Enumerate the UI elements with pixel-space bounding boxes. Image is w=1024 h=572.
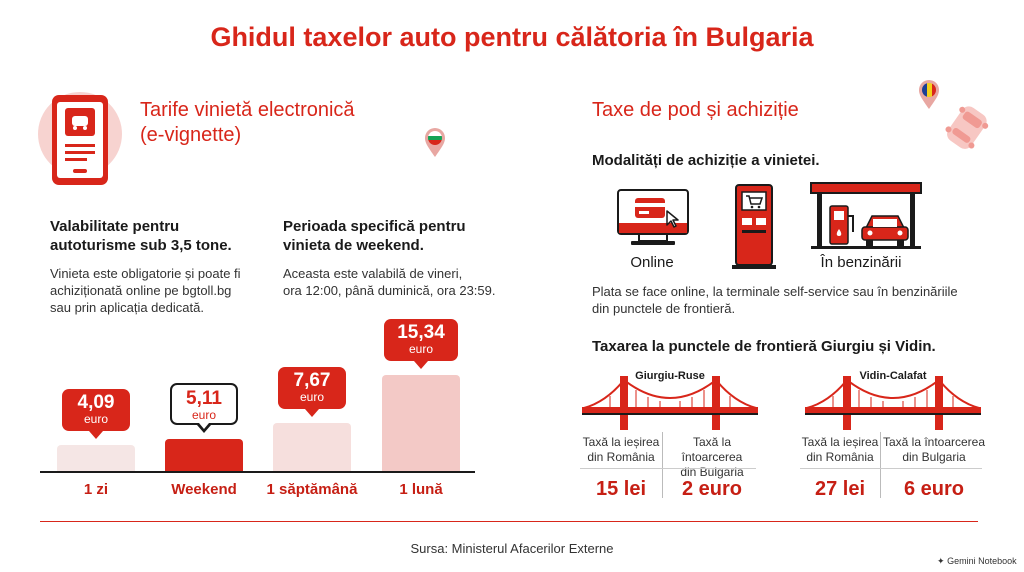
bridge-vidin-calafat: Vidin-Calafat Taxă la ieșirea din Români… bbox=[800, 366, 986, 506]
bar-label-pointer-3 bbox=[414, 361, 428, 369]
category-label-0: 1 zi bbox=[83, 481, 109, 498]
validity-title-line1: Valabilitate pentru bbox=[50, 218, 180, 235]
bridge-heading: Taxe de pod și achiziție bbox=[592, 99, 799, 121]
return-label-line2: din Bulgaria bbox=[902, 450, 966, 464]
bar-3 bbox=[382, 375, 460, 471]
sparkle-icon: ✦ bbox=[937, 556, 945, 566]
bar-label-pointer-1 bbox=[197, 425, 211, 433]
bridge-giurgiu-ruse: Giurgiu-Ruse Taxă la ieșirea din România… bbox=[580, 366, 760, 506]
source-note: Sursa: Ministerul Afacerilor Externe bbox=[410, 541, 614, 556]
validity-text-line3: sau prin aplicația dedicată. bbox=[50, 300, 204, 315]
bar-1 bbox=[165, 439, 243, 471]
exit-price: 27 lei bbox=[814, 478, 866, 500]
footer-divider bbox=[40, 521, 978, 522]
method-station-label: În benzinării bbox=[820, 254, 902, 271]
exit-label-line1: Taxă la ieșirea bbox=[801, 435, 879, 449]
vignette-heading-line1: Tarife vinietă electronică bbox=[140, 99, 355, 121]
return-price: 2 euro bbox=[681, 478, 743, 500]
exit-label-line2: din România bbox=[806, 450, 874, 464]
weekend-text-line1: Aceasta este valabilă de vineri, bbox=[283, 266, 463, 281]
bar-value-2: 7,67 bbox=[293, 370, 331, 391]
chart-baseline bbox=[40, 471, 475, 473]
bulgaria-pin-icon bbox=[424, 128, 446, 158]
watermark: ✦ Gemini Notebook bbox=[937, 556, 1021, 567]
bar-unit-0: euro bbox=[83, 412, 109, 426]
phone-car-icon bbox=[38, 92, 136, 188]
watermark-text: Gemini Notebook bbox=[947, 556, 1017, 566]
return-label-line1: Taxă la întoarcerea bbox=[882, 435, 986, 449]
bar-unit-3: euro bbox=[408, 342, 434, 356]
bridge-name: Vidin-Calafat bbox=[859, 370, 927, 382]
purchase-text-line2: din punctele de frontieră. bbox=[592, 301, 736, 316]
purchase-text-line1: Plata se face online, la terminale self-… bbox=[592, 284, 958, 299]
vignette-heading-line2: (e-vignette) bbox=[140, 124, 242, 146]
weekend-title-line1: Perioada specifică pentru bbox=[283, 218, 466, 235]
self-service-terminal-icon bbox=[731, 184, 777, 270]
validity-text-line1: Vinieta este obligatorie și poate fi bbox=[50, 266, 241, 281]
bridge-name: Giurgiu-Ruse bbox=[635, 370, 705, 382]
border-title: Taxarea la punctele de frontieră Giurgiu… bbox=[592, 338, 936, 355]
bar-value-label-3: 15,34 euro bbox=[384, 319, 458, 361]
bar-0 bbox=[57, 445, 135, 471]
car-icon bbox=[944, 98, 992, 154]
gas-station-icon bbox=[810, 182, 922, 250]
method-online-label: Online bbox=[630, 254, 674, 271]
bar-value-3: 15,34 bbox=[397, 322, 445, 343]
price-separator bbox=[580, 468, 756, 469]
exit-label-line2: din România bbox=[587, 450, 655, 464]
weekend-title-line2: vinieta de weekend. bbox=[283, 237, 424, 254]
bar-value-label-1: 5,11 euro bbox=[170, 383, 238, 425]
monitor-card-icon bbox=[617, 189, 689, 247]
page-title: Ghidul taxelor auto pentru călătoria în … bbox=[210, 22, 814, 52]
validity-text-line2: achiziționată online pe bgtoll.bg bbox=[50, 283, 232, 298]
exit-label-line1: Taxă la ieșirea bbox=[582, 435, 660, 449]
bar-label-pointer-2 bbox=[305, 409, 319, 417]
bar-label-pointer-0 bbox=[89, 431, 103, 439]
bar-value-0: 4,09 bbox=[77, 392, 115, 413]
validity-title-line2: autoturisme sub 3,5 tone. bbox=[50, 237, 232, 254]
exit-price: 15 lei bbox=[595, 478, 647, 500]
romania-pin-icon bbox=[918, 80, 940, 110]
purchase-title: Modalități de achiziție a vinietei. bbox=[592, 152, 820, 169]
category-label-3: 1 lună bbox=[399, 481, 443, 498]
price-divider bbox=[662, 432, 663, 498]
bar-unit-1: euro bbox=[191, 408, 217, 422]
return-price: 6 euro bbox=[903, 478, 965, 500]
return-label-line1: Taxă la întoarcerea bbox=[681, 435, 743, 464]
weekend-text-line2: ora 12:00, până duminică, ora 23:59. bbox=[283, 283, 496, 298]
price-divider bbox=[880, 432, 881, 498]
bar-2 bbox=[273, 423, 351, 471]
bar-label-pointer-inner-1 bbox=[199, 423, 209, 429]
bar-value-label-2: 7,67 euro bbox=[278, 367, 346, 409]
price-separator bbox=[800, 468, 982, 469]
bar-value-label-0: 4,09 euro bbox=[62, 389, 130, 431]
suspension-bridge-icon bbox=[582, 376, 758, 430]
bar-unit-2: euro bbox=[299, 390, 325, 404]
category-label-1: Weekend bbox=[171, 481, 237, 498]
bar-value-1: 5,11 bbox=[186, 388, 222, 409]
suspension-bridge-icon bbox=[805, 376, 981, 430]
category-label-2: 1 săptămână bbox=[266, 481, 358, 498]
